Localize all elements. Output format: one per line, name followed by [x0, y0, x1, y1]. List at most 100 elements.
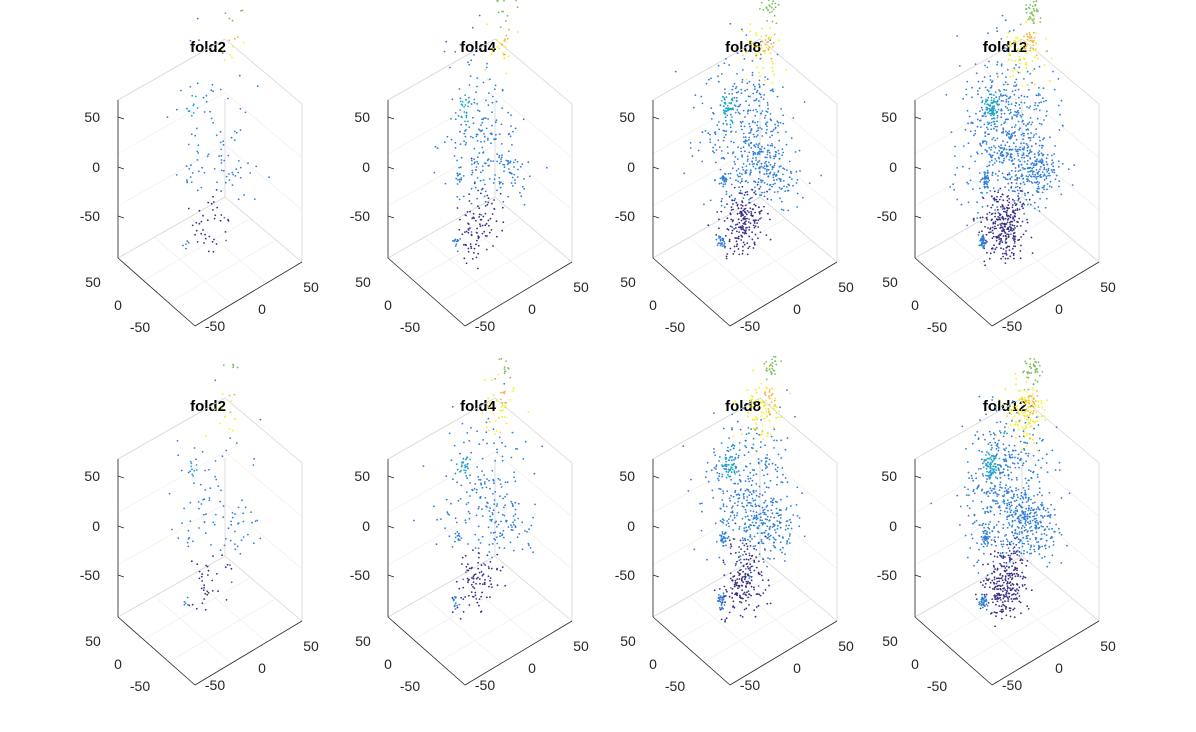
scatter-point — [780, 439, 783, 442]
scatter-point — [753, 586, 755, 589]
scatter-point — [487, 164, 490, 167]
scatter-point — [521, 548, 524, 551]
scatter-point — [249, 172, 252, 174]
scatter-point — [761, 47, 763, 49]
scatter-point — [754, 211, 756, 214]
scatter-point — [488, 551, 491, 553]
scatter-point — [744, 539, 747, 541]
x-tick-label: 0 — [114, 297, 122, 313]
z-tick — [387, 166, 395, 170]
scatter-point — [746, 226, 748, 229]
scatter-point — [475, 133, 478, 136]
scatter-point — [775, 22, 778, 25]
scatter-point — [1035, 10, 1038, 13]
scatter-point — [1000, 195, 1002, 198]
scatter-point — [1008, 133, 1011, 136]
scatter-point — [755, 391, 758, 394]
scatter-point — [220, 190, 223, 193]
scatter-point — [769, 479, 772, 482]
scatter-point — [1043, 167, 1046, 169]
scatter-point — [756, 89, 759, 92]
scatter-point — [1038, 210, 1041, 213]
scatter-point — [1000, 65, 1003, 67]
scatter-point — [492, 478, 495, 481]
scatter-point — [1005, 155, 1008, 158]
scatter-point — [499, 535, 501, 538]
scatter-point — [1032, 136, 1035, 139]
scatter-point — [454, 147, 457, 149]
scatter-point — [177, 454, 180, 457]
scatter-point — [1055, 426, 1058, 428]
scatter-point — [760, 441, 762, 443]
scatter-point — [735, 245, 738, 248]
scatter-point — [507, 133, 510, 136]
scatter-point — [747, 502, 749, 504]
scatter-point — [991, 107, 994, 110]
scatter-point — [751, 196, 753, 199]
box-edge — [117, 397, 226, 460]
scatter-point — [486, 235, 488, 237]
scatter-point — [775, 439, 778, 442]
scatter-point — [1027, 123, 1030, 125]
scatter-point — [1004, 121, 1007, 123]
scatter-point — [736, 471, 738, 473]
scatter-point — [192, 112, 195, 114]
scatter-point — [187, 529, 190, 532]
scatter-point — [769, 549, 772, 552]
z-tick-label: -50 — [615, 567, 635, 583]
scatter-point — [997, 156, 1000, 159]
scatter-point — [256, 85, 259, 88]
z-tick — [652, 215, 660, 219]
scatter-point — [484, 482, 486, 485]
scatter-point — [235, 132, 238, 134]
scatter-point — [501, 409, 504, 412]
scatter-point — [736, 592, 739, 595]
scatter-point — [764, 518, 767, 520]
scatter-point — [507, 111, 509, 114]
scatter-point — [970, 474, 973, 477]
scatter-point — [989, 154, 992, 157]
scatter-point — [705, 470, 708, 473]
scatter-point — [723, 604, 726, 606]
scatter-point — [222, 143, 225, 146]
scatter-point — [995, 239, 998, 242]
scatter-point — [756, 151, 759, 154]
scatter-point — [726, 590, 728, 593]
scatter-point — [763, 501, 766, 504]
scatter-point — [727, 108, 729, 111]
scatter-point — [443, 141, 446, 144]
scatter-point — [731, 107, 733, 110]
scatter-point — [745, 78, 748, 80]
scatter-point — [268, 176, 270, 179]
scatter-point — [735, 100, 738, 103]
scatter-point — [475, 577, 478, 580]
scatter-point — [787, 183, 790, 186]
x-axis-line — [914, 257, 993, 327]
scatter-point — [478, 14, 481, 17]
scatter-point — [991, 138, 994, 141]
scatter-point — [758, 593, 761, 596]
scatter-point — [511, 526, 513, 528]
scatter-point — [219, 130, 222, 133]
scatter-point — [1027, 203, 1029, 206]
scatter-point — [748, 218, 750, 221]
scatter-point — [470, 245, 472, 248]
x-tick-label: -50 — [130, 319, 150, 335]
scatter-point — [725, 257, 728, 260]
scatter-point — [991, 80, 994, 82]
scatter-point — [1008, 453, 1011, 456]
scatter-point — [744, 116, 746, 118]
scatter-point — [979, 187, 981, 190]
scatter-point — [1026, 35, 1029, 38]
scatter-point — [790, 521, 792, 524]
scatter-point — [730, 232, 733, 235]
scatter-point — [499, 192, 502, 195]
scatter-point — [759, 231, 762, 234]
scatter-point — [196, 189, 199, 192]
scatter-point — [730, 130, 733, 133]
scatter-point — [1024, 63, 1027, 66]
scatter-point — [759, 75, 761, 78]
scatter-point — [1014, 134, 1016, 137]
scatter-point — [998, 236, 1000, 239]
scatter-point — [736, 237, 739, 240]
